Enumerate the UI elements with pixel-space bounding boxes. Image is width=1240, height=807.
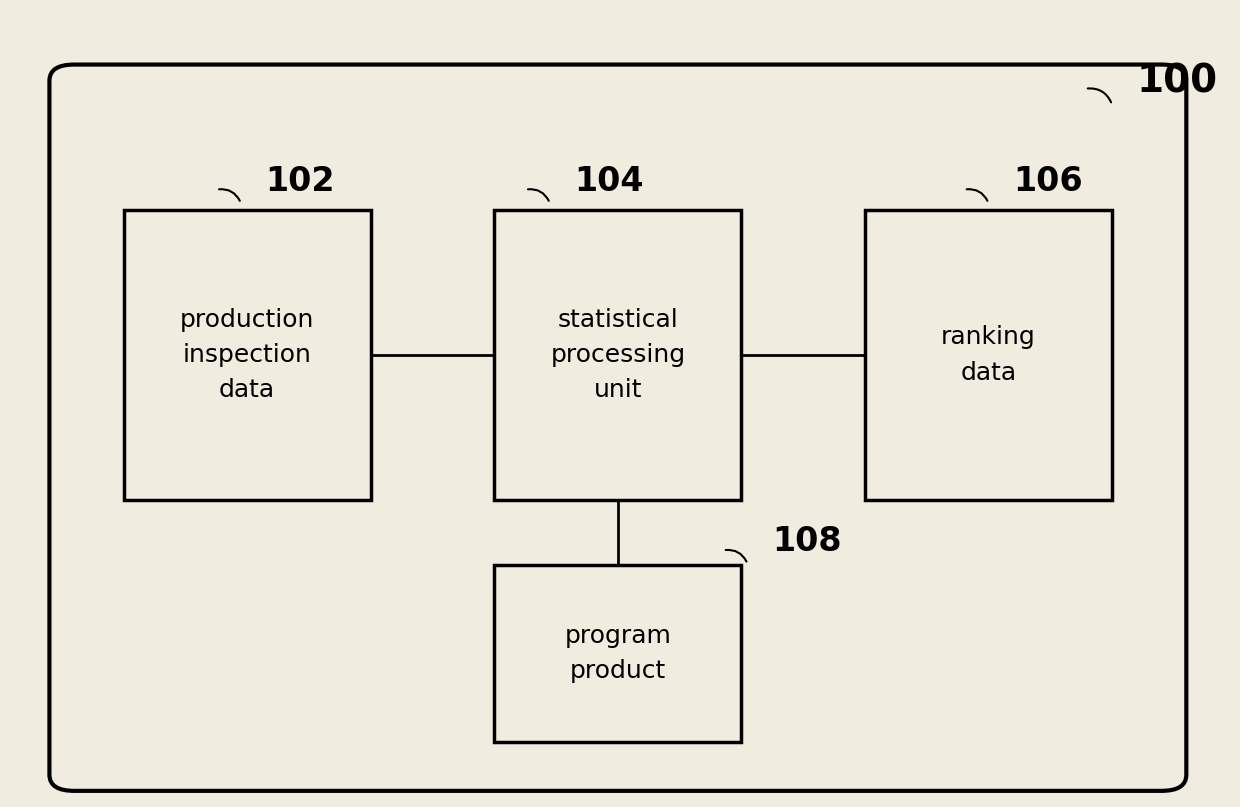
Text: 104: 104 — [574, 165, 644, 198]
Text: 106: 106 — [1013, 165, 1083, 198]
Bar — [866, 210, 1112, 500]
FancyBboxPatch shape — [50, 65, 1187, 791]
Bar — [495, 210, 742, 500]
Text: statistical
processing
unit: statistical processing unit — [551, 307, 686, 403]
Text: program
product: program product — [564, 624, 671, 684]
Text: 108: 108 — [773, 525, 842, 558]
Text: ranking
data: ranking data — [941, 325, 1035, 385]
Bar — [124, 210, 371, 500]
Text: production
inspection
data: production inspection data — [180, 307, 314, 403]
Text: 102: 102 — [265, 165, 335, 198]
Bar — [495, 565, 742, 742]
Text: 100: 100 — [1137, 63, 1218, 101]
